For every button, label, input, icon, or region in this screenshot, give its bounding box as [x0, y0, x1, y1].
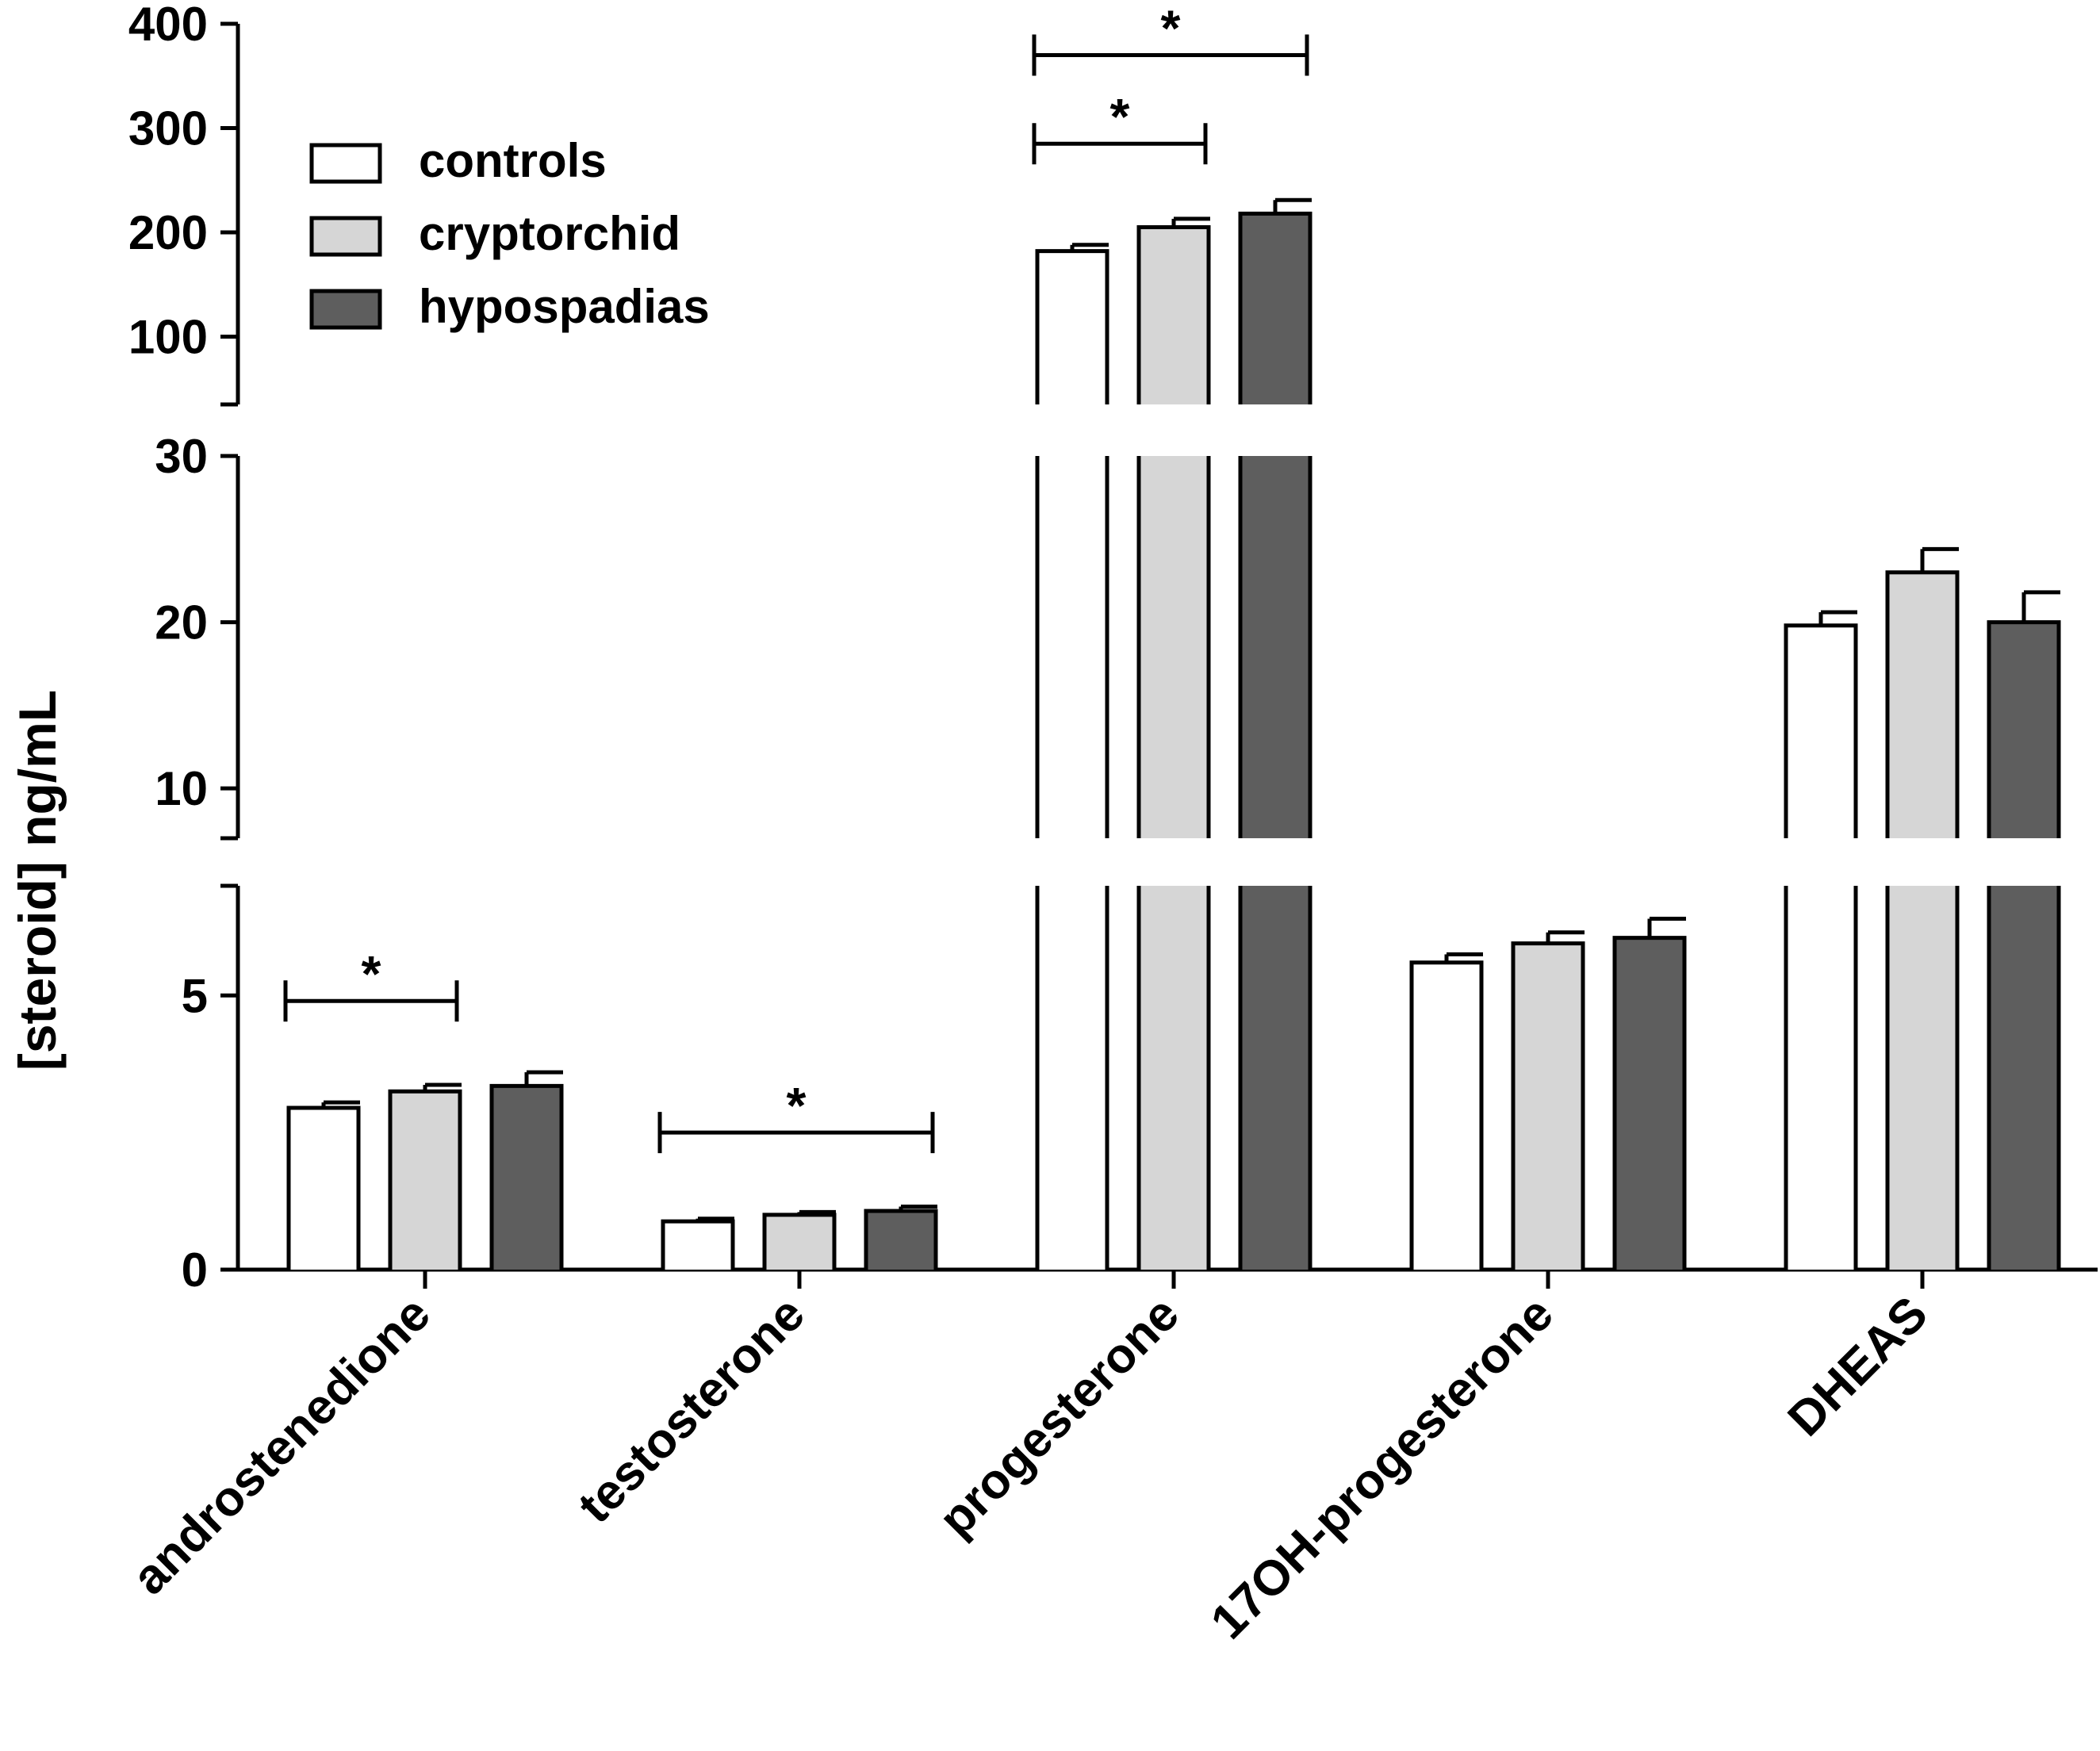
legend-label: cryptorchid [419, 207, 680, 260]
bar-testosterone-hypospadias-fill [866, 1211, 936, 1270]
bar-androstenedione-cryptorchid-fill [390, 1091, 460, 1270]
significance-star: * [1161, 0, 1181, 56]
significance-bracket: * [283, 945, 459, 1022]
bar-progesterone-hypospadias-fill [1240, 456, 1310, 838]
bar-testosterone-cryptorchid [762, 1209, 837, 1270]
bar-dheas-controls-fill [1786, 886, 1856, 1270]
bar-progesterone-cryptorchid-fill [1139, 227, 1209, 404]
bar-progesterone-cryptorchid [1136, 216, 1211, 1270]
bar-17oh-progesterone-controls [1409, 952, 1484, 1270]
bar-progesterone-controls-fill [1037, 886, 1107, 1270]
legend-item-hypospadias: hypospadias [309, 280, 710, 333]
bar-progesterone-hypospadias [1238, 197, 1312, 1270]
bar-dheas-hypospadias-fill [1989, 886, 2059, 1270]
bar-progesterone-hypospadias-fill [1240, 213, 1310, 404]
y-tick-label: 0 [182, 1243, 208, 1297]
bar-androstenedione-controls-fill [289, 1108, 358, 1270]
bar-androstenedione-hypospadias-fill [492, 1086, 561, 1270]
bar-dheas-controls [1784, 610, 1858, 1270]
bar-progesterone-cryptorchid-fill [1139, 456, 1209, 838]
y-axis-label: [steroid] ng/mL [8, 690, 67, 1071]
bar-androstenedione-cryptorchid [388, 1082, 462, 1270]
bar-dheas-cryptorchid-fill [1887, 886, 1957, 1270]
legend-label: hypospadias [419, 280, 710, 333]
bar-17oh-progesterone-cryptorchid [1511, 930, 1585, 1270]
significance-star: * [362, 945, 381, 1002]
bar-progesterone-hypospadias-fill [1240, 886, 1310, 1270]
y-tick-label: 30 [155, 430, 208, 483]
bar-dheas-cryptorchid-fill [1887, 572, 1957, 838]
x-tick-label-17oh-progesterone: 17OH-progesterone [1201, 1286, 1564, 1649]
significance-bracket: * [1032, 88, 1208, 165]
significance-star: * [1110, 88, 1130, 145]
bar-dheas-hypospadias [1987, 590, 2061, 1270]
legend-swatch [309, 216, 382, 257]
significance-brackets: * * * * [283, 0, 1309, 1154]
legend-label: controls [419, 134, 607, 187]
y-tick-label: 200 [128, 206, 208, 259]
bar-androstenedione-hypospadias [489, 1070, 564, 1270]
bar-progesterone-controls [1035, 243, 1109, 1270]
bar-dheas-hypospadias-fill [1989, 622, 2059, 838]
bar-17oh-progesterone-cryptorchid-fill [1513, 943, 1583, 1270]
x-tick-label-testosterone: testosterone [568, 1286, 815, 1534]
bar-17oh-progesterone-controls-fill [1412, 962, 1481, 1270]
legend-swatch [309, 143, 382, 184]
y-tick-label: 400 [128, 0, 208, 51]
x-tick-label-androstenedione: androstenedione [122, 1286, 441, 1605]
significance-bracket: * [657, 1077, 935, 1154]
legend-item-cryptorchid: cryptorchid [309, 207, 680, 260]
bar-testosterone-hypospadias [864, 1204, 938, 1270]
x-tick-label-progesterone: progesterone [929, 1286, 1190, 1547]
bar-progesterone-controls-fill [1037, 251, 1107, 404]
bar-dheas-controls-fill [1786, 625, 1856, 838]
bar-testosterone-cryptorchid-fill [765, 1214, 834, 1270]
bar-17oh-progesterone-hypospadias [1612, 916, 1687, 1270]
x-tick-label-dheas: DHEAS [1778, 1286, 1938, 1446]
bar-testosterone-controls [661, 1217, 735, 1270]
significance-bracket: * [1032, 0, 1309, 76]
y-tick-label: 100 [128, 311, 208, 364]
bar-17oh-progesterone-hypospadias-fill [1615, 937, 1684, 1270]
bars [286, 197, 2061, 1270]
bar-progesterone-cryptorchid-fill [1139, 886, 1209, 1270]
legend-swatch [309, 289, 382, 330]
y-tick-label: 10 [155, 762, 208, 815]
legend: controls cryptorchid hypospadias [309, 134, 710, 333]
bar-testosterone-controls-fill [663, 1221, 733, 1270]
y-tick-label: 5 [182, 969, 208, 1022]
y-tick-label: 20 [155, 596, 208, 649]
significance-star: * [787, 1077, 807, 1134]
legend-item-controls: controls [309, 134, 607, 187]
bar-androstenedione-controls [286, 1100, 361, 1270]
y-tick-label: 300 [128, 102, 208, 155]
bar-dheas-cryptorchid [1885, 546, 1960, 1270]
bar-progesterone-controls-fill [1037, 456, 1107, 838]
